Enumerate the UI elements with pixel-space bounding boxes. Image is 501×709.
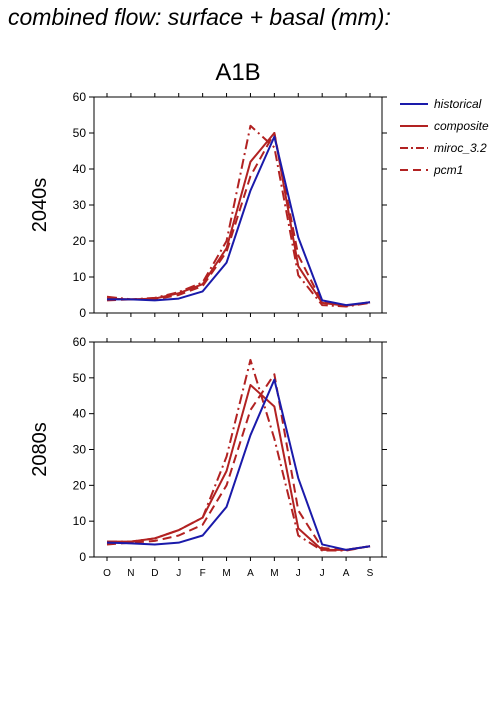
- x-tick-label: D: [151, 568, 158, 579]
- legend-label: historical: [434, 97, 482, 111]
- series-line-miroc-3-2: [107, 358, 371, 552]
- y-tick-label: 0: [79, 550, 86, 564]
- legend-label: composite: [434, 119, 489, 133]
- series-line-pcm1: [106, 373, 371, 551]
- chart-title: A1B: [215, 59, 260, 86]
- series-line-historical: [107, 135, 371, 307]
- legend: historical composite miroc_3.2 pcm1: [400, 97, 489, 177]
- x-tick-label: J: [176, 568, 181, 579]
- y-tick-label: 10: [73, 270, 87, 284]
- y-tick-label: 10: [73, 514, 87, 528]
- x-tick-label: J: [320, 568, 325, 579]
- y-tick-label: 40: [73, 162, 87, 176]
- panels-layer: 0 10 20 30 40 50 60 2040s 0 10 20 30 40 50 60 2080s O N D J…: [29, 90, 387, 579]
- y-tick-label: 50: [73, 371, 87, 385]
- y-tick-label: 20: [73, 478, 87, 492]
- y-tick-label: 0: [79, 306, 86, 320]
- panel-2080s: 0 10 20 30 40 50 60 2080s: [29, 335, 387, 564]
- y-tick-label: 20: [73, 234, 87, 248]
- series-line-historical: [106, 378, 371, 551]
- panel-label-2080s: 2080s: [29, 422, 51, 477]
- series-line-composite: [106, 132, 371, 307]
- series-line-pcm1: [106, 132, 371, 307]
- legend-label: pcm1: [433, 163, 463, 177]
- x-tick-label: A: [247, 568, 254, 579]
- y-tick-label: 60: [73, 90, 87, 104]
- legend-item-historical: historical: [400, 97, 482, 111]
- x-tick-label: J: [296, 568, 301, 579]
- panel-label-2040s: 2040s: [29, 178, 51, 233]
- y-tick-label: 30: [73, 198, 87, 212]
- x-tick-label: F: [200, 568, 206, 579]
- x-tick-label: N: [127, 568, 134, 579]
- x-tick-label: M: [270, 568, 278, 579]
- x-tick-label: S: [367, 568, 374, 579]
- x-tick-label: A: [343, 568, 350, 579]
- x-tick-label: M: [222, 568, 230, 579]
- y-tick-label: 60: [73, 335, 87, 349]
- x-tick-label: O: [103, 568, 111, 579]
- legend-item-miroc-3-2: miroc_3.2: [400, 141, 487, 155]
- legend-item-composite: composite: [400, 119, 489, 133]
- series-line-miroc-3-2: [106, 124, 371, 308]
- y-tick-label: 40: [73, 407, 87, 421]
- figure-title: combined flow: surface + basal (mm):: [8, 4, 391, 30]
- y-tick-label: 30: [73, 443, 87, 457]
- legend-item-pcm1: pcm1: [400, 163, 463, 177]
- legend-label: miroc_3.2: [434, 141, 487, 155]
- panel-2040s: 0 10 20 30 40 50 60 2040s: [29, 90, 387, 320]
- y-tick-label: 50: [73, 126, 87, 140]
